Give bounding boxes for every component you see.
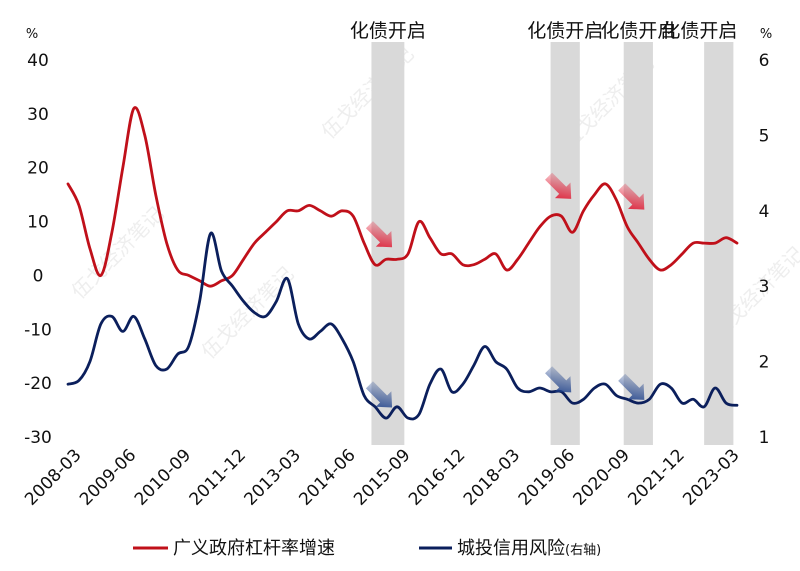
x-axis-tick: 2021-12 [624, 445, 688, 509]
period-label: 化债开启 [600, 20, 676, 42]
series-line-leverage [66, 106, 739, 288]
period-label: 化债开启 [661, 20, 737, 42]
right-axis-tick: 2 [759, 353, 770, 373]
legend-axis-note: (右轴) [565, 543, 601, 558]
x-axis-tick: 2011-12 [186, 445, 250, 509]
left-axis-tick: -10 [24, 320, 52, 340]
x-axis-tick: 2019-06 [515, 445, 579, 509]
series-lines [66, 106, 739, 421]
x-axis-tick: 2020-09 [570, 445, 634, 509]
left-axis-tick: -30 [24, 428, 52, 448]
left-axis-tick: 30 [27, 105, 49, 125]
right-axis-tick: 4 [759, 202, 770, 222]
shaded-periods [371, 42, 734, 445]
x-axis-tick: 2013-03 [241, 445, 305, 509]
x-axis-tick: 2016-12 [405, 445, 469, 509]
x-axis-tick: 2009-06 [76, 445, 140, 509]
right-axis-tick: 6 [759, 51, 770, 71]
right-axis-tick: 5 [759, 126, 770, 146]
period-label: 化债开启 [350, 20, 426, 42]
trend-arrows [365, 172, 645, 408]
right-axis-unit: % [760, 27, 772, 42]
left-axis-tick: 40 [27, 51, 49, 71]
period-label: 化债开启 [527, 20, 603, 42]
down-arrow-blue [545, 366, 572, 393]
right-axis-tick: 3 [759, 277, 770, 297]
left-axis-unit: % [26, 27, 38, 42]
series-line-credit-risk [66, 231, 739, 421]
down-arrow-red [618, 183, 645, 210]
down-arrow-red [365, 221, 393, 248]
down-arrow-red [545, 172, 572, 199]
left-axis-tick: 0 [33, 266, 44, 286]
x-axis-tick: 2008-03 [21, 445, 85, 509]
left-axis-tick: -20 [24, 374, 52, 394]
x-axis-tick: 2010-09 [131, 445, 195, 509]
down-arrow-blue [365, 381, 393, 408]
left-axis-tick: 10 [27, 213, 49, 233]
legend: 广义政府杠杆率增速 城投信用风险(右轴) [133, 538, 601, 559]
down-arrow-blue [618, 373, 645, 400]
watermark-text: 伍戈经济笔记 [197, 262, 299, 364]
x-axis-tick: 2014-06 [295, 445, 359, 509]
x-axis-tick: 2015-09 [350, 445, 414, 509]
x-axis-tick: 2023-03 [679, 445, 743, 509]
legend-label-credit-risk: 城投信用风险(右轴) [457, 538, 601, 559]
x-axis-tick: 2018-03 [460, 445, 524, 509]
legend-label-leverage: 广义政府杠杆率增速 [173, 538, 335, 559]
right-axis-tick: 1 [759, 428, 770, 448]
left-axis-tick: 20 [27, 159, 49, 179]
